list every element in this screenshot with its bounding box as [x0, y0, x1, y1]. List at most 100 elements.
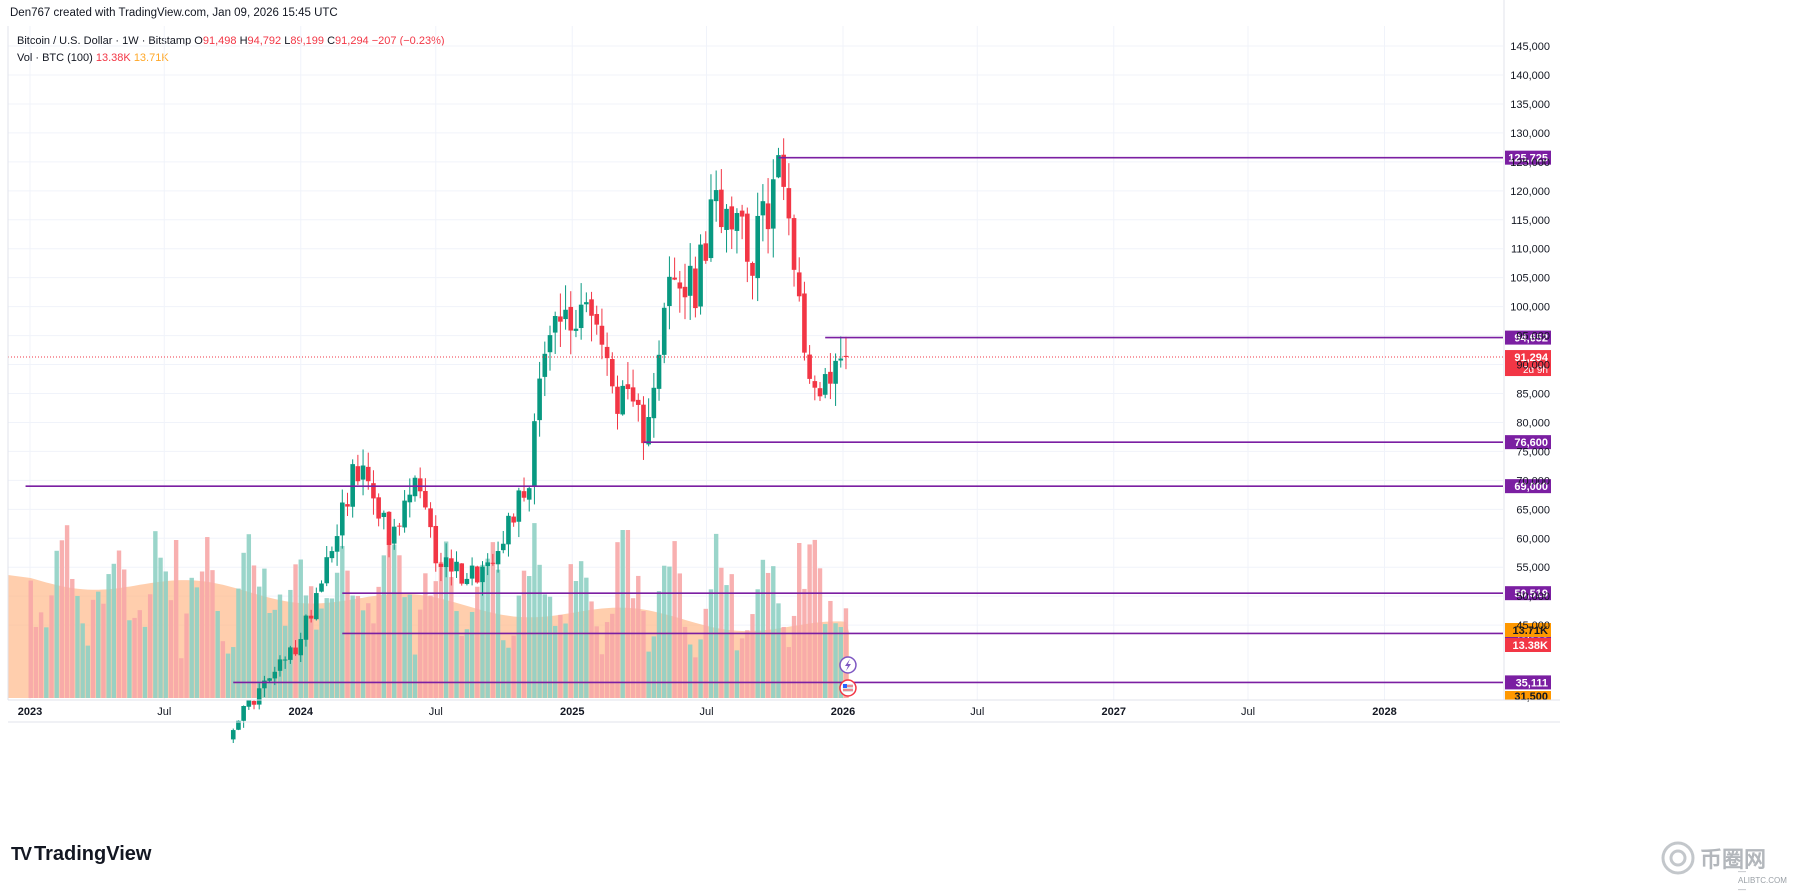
- volume-bar: [682, 626, 688, 698]
- candle-body: [568, 306, 574, 331]
- volume-bar: [303, 595, 309, 698]
- candle-body: [542, 353, 548, 377]
- volume-bar: [506, 647, 511, 698]
- candle-body: [745, 213, 750, 262]
- volume-bar: [584, 577, 589, 698]
- volume-bar: [828, 600, 833, 698]
- candle-body: [371, 483, 376, 499]
- volume-bar: [667, 566, 672, 698]
- event-bolt-icon[interactable]: [839, 656, 857, 674]
- x-tick-label: 2028: [1372, 706, 1396, 718]
- economic-event-flag-icon[interactable]: [839, 679, 857, 697]
- volume-bar: [334, 572, 340, 698]
- volume-bar: [132, 617, 137, 698]
- volume-bar: [724, 585, 729, 698]
- volume-bar: [599, 654, 605, 698]
- axes[interactable]: 2023 Jul 2024 Jul 2025 Jul 2026 Jul 2027 Jul 2028 1…: [7, 0, 1560, 723]
- candle-body: [739, 210, 745, 217]
- volume-bar: [651, 636, 657, 698]
- volume-bar: [101, 603, 106, 698]
- candle-body: [314, 593, 319, 620]
- candle-body: [303, 615, 309, 640]
- candle-body: [833, 360, 838, 384]
- candle-body: [755, 215, 760, 279]
- candle-body: [610, 359, 615, 387]
- x-tick-label: 2027: [1102, 706, 1126, 718]
- level-price-label-bg: [1505, 586, 1551, 601]
- x-tick-label: Jul: [429, 706, 443, 718]
- candle-body: [516, 490, 522, 522]
- volume-bar: [340, 545, 345, 698]
- bar-countdown-label: 2d 9h: [1523, 365, 1548, 376]
- chart-author-note: Den767 created with TradingView.com, Jan…: [10, 7, 338, 19]
- candle-body: [838, 358, 844, 361]
- volume-bar: [70, 578, 75, 698]
- volume-bar: [713, 533, 719, 698]
- candle-body: [661, 307, 667, 355]
- candle-body: [526, 488, 532, 500]
- bolt-glyph: [844, 659, 851, 671]
- volume-bar: [807, 544, 812, 698]
- open-label: O: [194, 35, 203, 47]
- flag-canton: [842, 684, 847, 688]
- volume-bar: [33, 626, 39, 698]
- candle-body: [750, 262, 755, 276]
- volume-bar: [59, 540, 65, 698]
- volume-bar: [267, 612, 272, 698]
- volume-legend[interactable]: Vol · BTC (100) 13.38K 13.71K: [17, 52, 169, 64]
- y-tick-label: 105,000: [1510, 273, 1550, 285]
- candle-body: [589, 299, 594, 316]
- volume-bar: [189, 577, 194, 698]
- candle-body: [319, 583, 324, 592]
- level-price-label: 50,519: [1514, 588, 1548, 600]
- volume-bar: [386, 533, 392, 698]
- volume-bar: [257, 586, 262, 698]
- volume-bar: [469, 611, 475, 698]
- candle-body: [812, 381, 818, 388]
- candle-body: [708, 199, 714, 259]
- volume-bar: [392, 544, 397, 698]
- symbol-name[interactable]: Bitcoin / U.S. Dollar · 1W · Bitstamp: [17, 35, 192, 47]
- candle-body: [635, 399, 641, 405]
- candle-body: [599, 325, 605, 345]
- y-tick-label: 75,000: [1516, 446, 1550, 458]
- volume-bar: [220, 641, 226, 698]
- volume-box: [1505, 638, 1551, 652]
- symbol-legend[interactable]: Bitcoin / U.S. Dollar · 1W · Bitstamp O9…: [17, 35, 445, 47]
- tradingview-logo[interactable]: TV TradingView: [11, 843, 151, 866]
- volume-bar: [215, 610, 220, 698]
- volume-bar: [80, 623, 85, 698]
- candle-body: [807, 354, 812, 379]
- candle-body: [563, 309, 568, 320]
- open-value: 91,498: [202, 35, 237, 47]
- volume-bar: [163, 571, 168, 698]
- volume-bar: [407, 594, 412, 698]
- candle-body: [360, 465, 366, 480]
- candle-body: [646, 417, 651, 445]
- volume-bar: [672, 541, 677, 698]
- volume-bar: [771, 566, 776, 698]
- volume-bar: [75, 595, 80, 698]
- volume-bar: [345, 570, 350, 698]
- volume-bar: [106, 574, 111, 698]
- volume-bar: [822, 624, 828, 698]
- y-tick-label: 140,000: [1510, 70, 1550, 82]
- volume-bar: [137, 610, 142, 698]
- volume-bar: [765, 572, 771, 698]
- volume-bar: [625, 530, 631, 698]
- volume-bar: [199, 571, 205, 698]
- horizontal-levels[interactable]: 125,72594,65276,60069,00050,51943,56635,…: [8, 150, 1551, 703]
- candle-body: [464, 578, 470, 585]
- low-value: 89,199: [290, 35, 325, 47]
- candle-body: [293, 647, 298, 655]
- candle-body: [547, 335, 553, 353]
- y-tick-label: 130,000: [1510, 128, 1550, 140]
- volume-bar: [537, 564, 542, 698]
- candle-body: [615, 386, 620, 414]
- volume-bar: [656, 591, 662, 698]
- event-badges[interactable]: [839, 656, 857, 697]
- candle-body: [822, 374, 828, 395]
- volume-label[interactable]: Vol · BTC (100): [17, 52, 93, 64]
- volume-bar: [225, 653, 231, 698]
